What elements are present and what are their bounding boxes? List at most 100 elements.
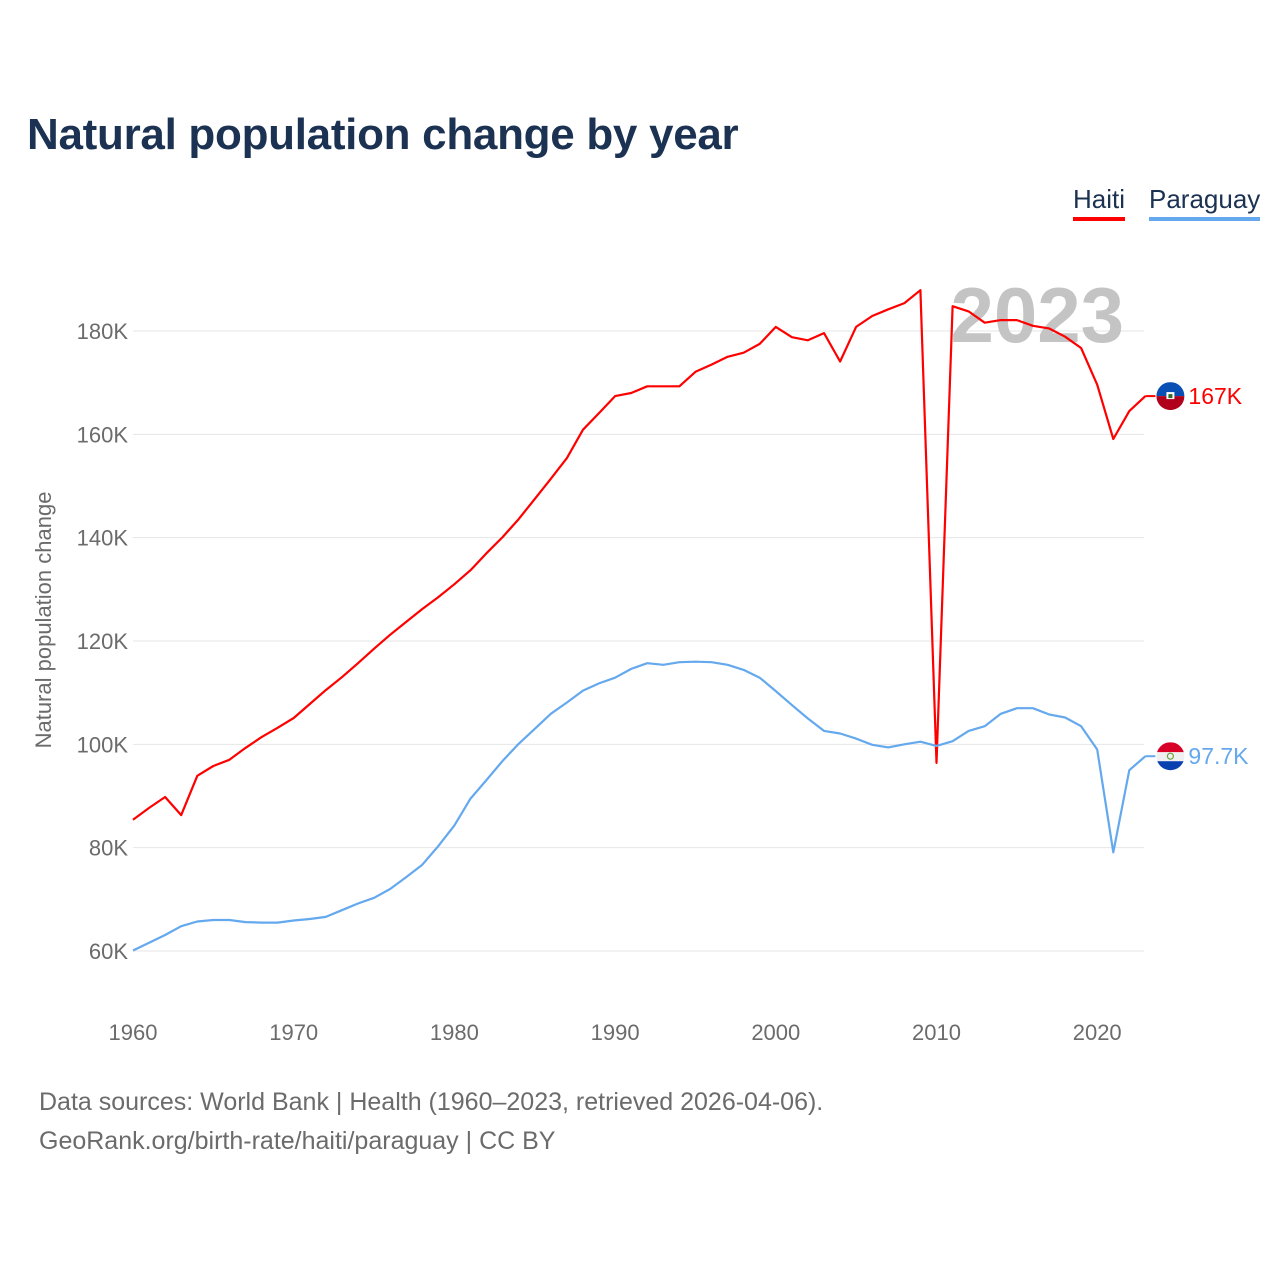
- year-watermark: 2023: [950, 271, 1124, 359]
- line-chart: 2023 60K 80K 100K 120K 140K 160K 180K 1960 1970…: [31, 271, 1249, 1045]
- data-point: [500, 534, 506, 540]
- data-point: [1110, 849, 1116, 855]
- data-point: [259, 734, 265, 740]
- data-point: [982, 723, 988, 729]
- data-point: [676, 383, 682, 389]
- data-point: [901, 741, 907, 747]
- series-line-haiti: [132, 289, 1147, 821]
- data-point: [1062, 334, 1068, 340]
- data-point: [596, 680, 602, 686]
- data-point: [885, 306, 891, 312]
- data-point: [146, 940, 152, 946]
- data-point: [998, 317, 1004, 323]
- footer-attribution[interactable]: GeoRank.org/birth-rate/haiti/paraguay | …: [39, 1127, 556, 1155]
- data-point: [660, 662, 666, 668]
- data-point: [435, 843, 441, 849]
- data-point: [709, 659, 715, 665]
- data-point: [548, 476, 554, 482]
- data-point: [259, 920, 265, 926]
- data-point: [355, 660, 361, 666]
- data-point: [917, 287, 923, 293]
- chart-title: Natural population change by year: [27, 110, 739, 159]
- data-point: [596, 410, 602, 416]
- data-point: [194, 919, 200, 925]
- data-point: [467, 796, 473, 802]
- data-point: [532, 726, 538, 732]
- data-point: [435, 594, 441, 600]
- data-point: [532, 496, 538, 502]
- data-point: [275, 920, 281, 926]
- x-tick-label: 2020: [1073, 1020, 1122, 1045]
- data-point: [210, 763, 216, 769]
- data-point: [950, 738, 956, 744]
- x-tick-label: 1980: [430, 1020, 479, 1045]
- x-tick-label: 2010: [912, 1020, 961, 1045]
- y-tick-label: 60K: [89, 939, 128, 964]
- y-axis-label: Natural population change: [31, 492, 56, 749]
- data-point: [387, 632, 393, 638]
- data-point: [419, 862, 425, 868]
- data-point: [564, 699, 570, 705]
- data-point: [1126, 408, 1132, 414]
- y-tick-label: 120K: [77, 629, 129, 654]
- y-tick-label: 80K: [89, 836, 128, 861]
- data-point: [178, 812, 184, 818]
- data-point: [709, 362, 715, 368]
- gridlines: [133, 330, 1144, 952]
- data-point: [853, 324, 859, 330]
- data-point: [242, 745, 248, 751]
- series-line-paraguay: [132, 660, 1147, 952]
- data-point: [194, 773, 200, 779]
- data-point: [291, 715, 297, 721]
- end-value-label-haiti: 167K: [1188, 383, 1242, 409]
- data-point: [419, 606, 425, 612]
- data-point: [692, 369, 698, 375]
- data-point: [564, 455, 570, 461]
- data-point: [178, 923, 184, 929]
- data-point: [580, 688, 586, 694]
- data-point: [339, 907, 345, 913]
- end-value-label-paraguay: 97.7K: [1188, 743, 1249, 769]
- y-tick-label: 100K: [77, 732, 129, 757]
- data-point: [725, 354, 731, 360]
- data-point: [1014, 705, 1020, 711]
- data-point: [226, 757, 232, 763]
- data-point: [210, 917, 216, 923]
- data-point: [934, 743, 940, 749]
- x-tick-label: 1960: [109, 1020, 158, 1045]
- data-point: [1014, 317, 1020, 323]
- data-point: [580, 427, 586, 433]
- data-point: [789, 334, 795, 340]
- data-point: [1030, 705, 1036, 711]
- data-point: [355, 900, 361, 906]
- data-point: [371, 895, 377, 901]
- data-point: [805, 715, 811, 721]
- data-point: [869, 742, 875, 748]
- data-point: [773, 688, 779, 694]
- data-point: [628, 390, 634, 396]
- data-point: [162, 932, 168, 938]
- data-point: [1094, 382, 1100, 388]
- series-end-markers: 167K 97.7K: [1145, 382, 1249, 771]
- data-point: [484, 777, 490, 783]
- data-point: [982, 320, 988, 326]
- data-point: [773, 324, 779, 330]
- data-point: [644, 660, 650, 666]
- data-point: [628, 666, 634, 672]
- footer-sources: Data sources: World Bank | Health (1960–…: [39, 1088, 824, 1116]
- data-point: [885, 744, 891, 750]
- data-point: [1078, 723, 1084, 729]
- data-point: [966, 308, 972, 314]
- data-point: [950, 303, 956, 309]
- data-point: [516, 516, 522, 522]
- data-point: [484, 550, 490, 556]
- y-tick-label: 160K: [77, 422, 129, 447]
- data-point: [467, 567, 473, 573]
- data-point: [1126, 767, 1132, 773]
- data-point: [226, 917, 232, 923]
- data-point: [307, 916, 313, 922]
- legend-item-haiti[interactable]: Haiti: [1073, 184, 1126, 221]
- legend-item-paraguay[interactable]: Paraguay: [1149, 184, 1261, 221]
- data-point: [821, 728, 827, 734]
- data-point: [612, 393, 618, 399]
